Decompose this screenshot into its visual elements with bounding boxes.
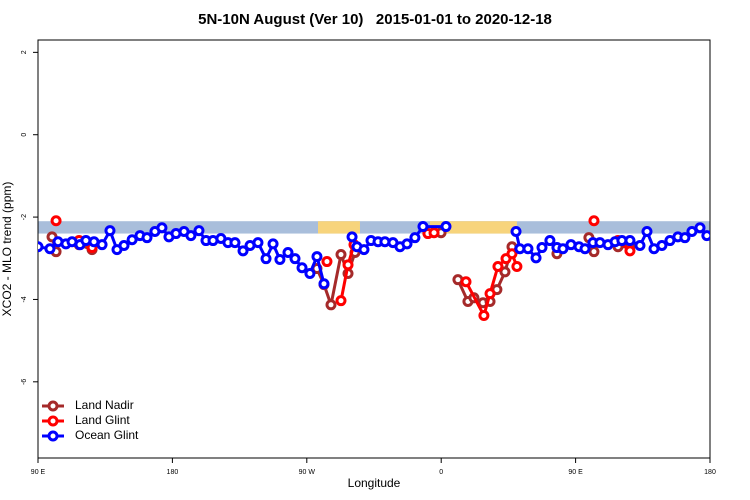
point bbox=[511, 261, 523, 273]
point bbox=[118, 239, 130, 251]
point bbox=[260, 253, 272, 265]
x-tick-label: 0 bbox=[439, 469, 443, 476]
point bbox=[701, 230, 710, 242]
series bbox=[38, 221, 710, 290]
point bbox=[409, 232, 421, 244]
x-tick-label: 90 E bbox=[568, 469, 583, 476]
point bbox=[321, 256, 333, 268]
point bbox=[289, 253, 301, 265]
point bbox=[428, 227, 440, 239]
point bbox=[478, 310, 490, 322]
point bbox=[267, 238, 279, 250]
y-tick-label: -2 bbox=[21, 214, 28, 220]
legend-marker bbox=[47, 415, 59, 427]
point bbox=[588, 246, 600, 258]
point bbox=[510, 225, 522, 237]
x-tick-label: 180 bbox=[167, 469, 179, 476]
point bbox=[484, 288, 496, 300]
point bbox=[185, 230, 197, 242]
point bbox=[335, 295, 347, 307]
point bbox=[656, 239, 668, 251]
point bbox=[296, 262, 308, 274]
point bbox=[641, 225, 653, 237]
point bbox=[557, 243, 569, 255]
legend-marker bbox=[47, 430, 59, 442]
land-band bbox=[430, 221, 517, 234]
point bbox=[522, 243, 534, 255]
y-tick-label: -4 bbox=[21, 296, 28, 302]
point bbox=[536, 242, 548, 254]
point bbox=[311, 251, 323, 263]
point bbox=[44, 243, 56, 255]
chart-title: 5N-10N August (Ver 10) 2015-01-01 to 202… bbox=[198, 11, 552, 28]
legend-label: Land Nadir bbox=[75, 398, 134, 412]
legend-label: Land Glint bbox=[75, 413, 130, 427]
legend-marker bbox=[47, 400, 59, 412]
point bbox=[624, 245, 636, 257]
point bbox=[346, 231, 358, 243]
point bbox=[492, 261, 504, 273]
point bbox=[229, 237, 241, 249]
point bbox=[342, 259, 354, 271]
point bbox=[193, 225, 205, 237]
x-tick-label: 90 W bbox=[299, 469, 316, 476]
point bbox=[686, 225, 698, 237]
land-band bbox=[318, 221, 360, 234]
point bbox=[96, 239, 108, 251]
point bbox=[417, 221, 429, 233]
point bbox=[358, 244, 370, 256]
point bbox=[38, 241, 44, 253]
point bbox=[694, 222, 706, 234]
point bbox=[440, 221, 452, 233]
point bbox=[335, 249, 347, 261]
legend-label: Ocean Glint bbox=[75, 428, 139, 442]
point bbox=[506, 248, 518, 260]
point bbox=[460, 276, 472, 288]
point bbox=[237, 245, 249, 257]
point bbox=[579, 243, 591, 255]
y-tick-label: -6 bbox=[21, 379, 28, 385]
point bbox=[50, 215, 62, 227]
y-axis-label: XCO2 - MLO trend (ppm) bbox=[0, 182, 14, 317]
x-axis-label: Longitude bbox=[348, 476, 401, 490]
point bbox=[156, 222, 168, 234]
x-tick-label: 180 bbox=[704, 469, 716, 476]
point bbox=[499, 266, 511, 278]
point bbox=[318, 278, 330, 290]
point bbox=[624, 235, 636, 247]
point bbox=[544, 235, 556, 247]
point bbox=[141, 232, 153, 244]
point bbox=[634, 239, 646, 251]
point bbox=[588, 215, 600, 227]
point bbox=[126, 234, 138, 246]
y-tick-label: 2 bbox=[21, 50, 28, 54]
band bbox=[38, 221, 710, 234]
point bbox=[530, 252, 542, 264]
point bbox=[679, 232, 691, 244]
point bbox=[304, 268, 316, 280]
point bbox=[325, 299, 337, 311]
x-tick-label: 90 E bbox=[31, 469, 46, 476]
y-tick-label: 0 bbox=[21, 133, 28, 137]
point bbox=[252, 237, 264, 249]
point bbox=[104, 225, 116, 237]
point bbox=[401, 238, 413, 250]
point bbox=[274, 254, 286, 266]
point bbox=[282, 247, 294, 259]
